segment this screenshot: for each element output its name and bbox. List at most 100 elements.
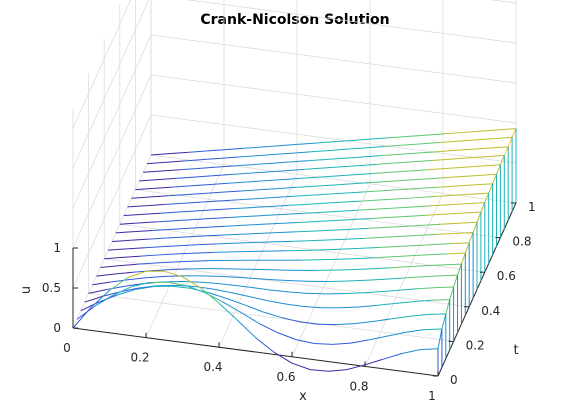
mesh-row-2-seg-14 <box>336 323 355 326</box>
mesh-row-4-seg-18 <box>417 287 436 290</box>
mesh-row-16-seg-5 <box>226 181 245 184</box>
mesh-row-7-seg-17 <box>410 254 429 257</box>
mesh-row-18-seg-12 <box>362 155 381 158</box>
mesh-row-16-seg-3 <box>190 184 209 187</box>
mesh-row-5-seg-1 <box>110 279 130 283</box>
mesh-row-16-seg-16 <box>427 168 446 171</box>
mesh-row-7-seg-14 <box>355 257 375 260</box>
mesh-row-12-seg-7 <box>247 214 266 217</box>
mesh-row-1-seg-19 <box>423 328 442 331</box>
mesh-row-12-seg-8 <box>265 213 285 216</box>
mesh-row-15-seg-7 <box>259 188 278 191</box>
mesh-row-18-seg-10 <box>325 157 344 160</box>
grid-line-z-2 <box>72 34 517 209</box>
mesh-row-13-seg-17 <box>433 194 453 198</box>
mesh-row-18-seg-1 <box>161 169 180 172</box>
mesh-row-16-seg-6 <box>244 180 264 183</box>
grid-line-floor-t-2 <box>104 258 470 308</box>
mesh-row-9-seg-14 <box>363 236 382 239</box>
mesh-row-20-seg-1 <box>169 151 188 155</box>
mesh-row-8-seg-19 <box>450 242 470 245</box>
t-tick-label-1: 0.2 <box>466 338 485 352</box>
mesh-row-12-seg-0 <box>119 222 139 225</box>
mesh-row-18-seg-18 <box>471 147 490 150</box>
mesh-row-11-seg-14 <box>371 216 390 219</box>
mesh-row-19-seg-8 <box>293 151 312 154</box>
mesh-row-9-seg-5 <box>199 243 218 246</box>
mesh-row-9-seg-13 <box>345 237 364 240</box>
mesh-row-15-seg-12 <box>350 182 369 185</box>
mesh-row-11-seg-17 <box>426 213 445 216</box>
mesh-row-17-seg-7 <box>267 170 286 173</box>
x-tick-label-3: 0.6 <box>276 370 295 384</box>
mesh-edge-x1-seg-18 <box>507 137 513 147</box>
mesh-row-9-seg-16 <box>400 234 419 237</box>
mesh-row-0-seg-5 <box>164 270 183 278</box>
mesh-row-17-seg-13 <box>376 162 395 165</box>
t-tick-label-5: 1 <box>528 200 536 214</box>
mesh-edge-x1-seg-13 <box>488 183 494 194</box>
mesh-row-8-seg-3 <box>158 253 178 256</box>
mesh-edge-x1-seg-17 <box>503 146 509 156</box>
mesh-row-15-seg-17 <box>441 176 461 179</box>
mesh-row-15-seg-11 <box>332 183 351 186</box>
mesh-row-4-seg-2 <box>125 283 144 287</box>
mesh-row-13-seg-0 <box>123 213 142 217</box>
mesh-row-16-seg-15 <box>409 169 428 172</box>
mesh-row-19-seg-14 <box>402 143 421 146</box>
mesh-row-18-seg-4 <box>216 165 235 168</box>
mesh-row-4-seg-19 <box>435 286 454 289</box>
mesh-row-17-seg-14 <box>394 161 414 164</box>
mesh-row-1-seg-16 <box>368 335 388 341</box>
t-tick-label-4: 0.8 <box>512 235 531 249</box>
mesh-row-16-seg-14 <box>390 170 410 173</box>
mesh-row-11-seg-0 <box>115 231 135 234</box>
mesh-row-16-seg-17 <box>445 166 464 170</box>
mesh-row-18-seg-5 <box>234 164 253 167</box>
mesh-row-3-seg-8 <box>230 292 250 297</box>
mesh-row-19-seg-18 <box>475 138 494 141</box>
mesh-row-1-seg-8 <box>222 301 242 314</box>
mesh-row-6-seg-3 <box>151 269 170 272</box>
mesh-row-0-seg-0 <box>72 306 92 329</box>
mesh-row-20-seg-17 <box>461 130 480 134</box>
grid-line-z-4 <box>72 0 517 129</box>
mesh-row-12-seg-3 <box>174 219 193 222</box>
mesh-row-6-seg-18 <box>424 264 444 267</box>
mesh-row-13-seg-9 <box>287 203 307 206</box>
mesh-edge-x1-seg-4 <box>453 274 458 288</box>
mesh-row-1-seg-15 <box>350 339 369 344</box>
mesh-row-13-seg-19 <box>470 192 489 195</box>
mesh-row-20-seg-6 <box>260 145 279 148</box>
mesh-row-0-seg-11 <box>273 351 293 364</box>
mesh-row-18-seg-0 <box>143 170 162 173</box>
mesh-row-7-seg-15 <box>374 256 393 259</box>
mesh-row-5-seg-6 <box>201 275 221 277</box>
x-axis-line <box>72 327 439 377</box>
mesh-row-5-seg-0 <box>92 281 111 286</box>
mesh-row-6-seg-0 <box>96 273 115 277</box>
mesh-row-7-seg-3 <box>155 261 174 264</box>
mesh-edge-x1-seg-15 <box>496 164 501 175</box>
mesh-row-4-seg-16 <box>380 289 399 293</box>
mesh-row-9-seg-3 <box>162 245 182 248</box>
mesh-row-20-seg-3 <box>205 149 225 152</box>
mesh-row-20-seg-18 <box>479 129 498 132</box>
mesh-row-12-seg-19 <box>466 202 485 205</box>
mesh-row-17-seg-15 <box>413 159 432 163</box>
mesh-row-16-seg-19 <box>482 164 501 167</box>
mesh-row-20-seg-7 <box>278 143 298 147</box>
t-tick-label-2: 0.4 <box>481 304 500 318</box>
mesh-row-19-seg-2 <box>183 159 202 162</box>
mesh-edge-x1-seg-7 <box>464 242 470 254</box>
mesh-row-20-seg-19 <box>497 128 517 131</box>
mesh-row-18-seg-8 <box>289 160 308 163</box>
mesh-edge-x1-seg-10 <box>476 211 482 223</box>
mesh-row-19-seg-4 <box>220 156 239 159</box>
mesh-row-14-seg-19 <box>474 183 493 186</box>
mesh-row-14-seg-0 <box>127 205 146 208</box>
mesh-row-12-seg-5 <box>211 216 230 220</box>
mesh-row-8-seg-11 <box>304 249 324 251</box>
t-tick-label-3: 0.6 <box>497 269 516 283</box>
mesh-row-2-seg-17 <box>390 315 410 320</box>
